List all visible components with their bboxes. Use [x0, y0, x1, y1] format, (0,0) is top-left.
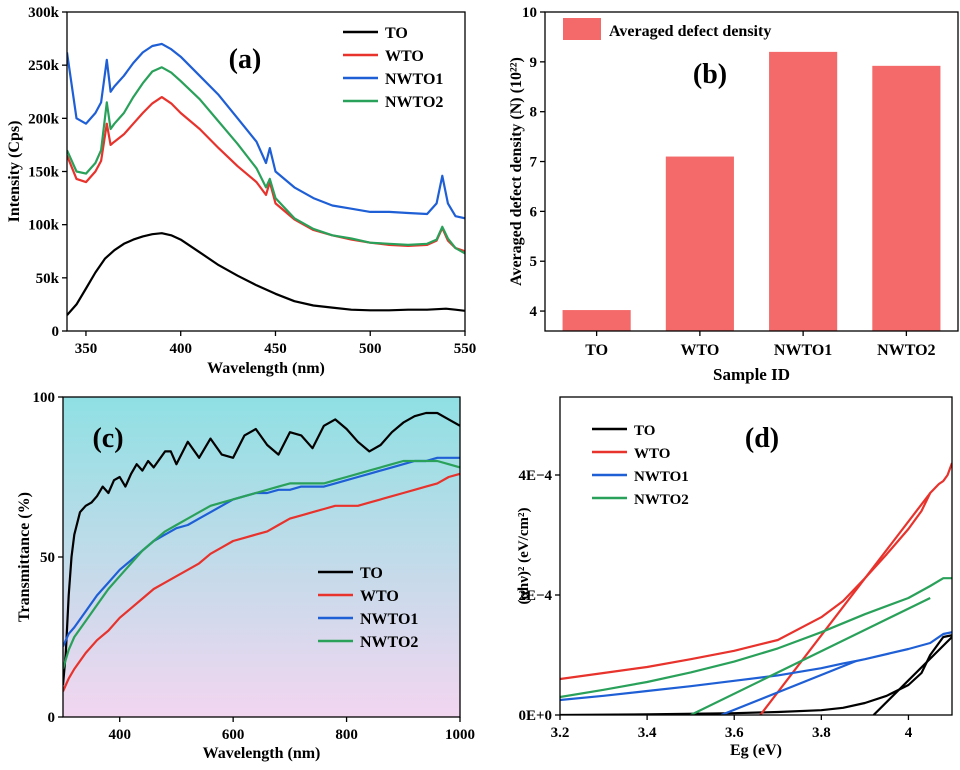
series-line-nwto1 — [560, 631, 952, 702]
fit-line-nwto2 — [690, 597, 931, 715]
legend-label-nwto2: NWTO2 — [634, 492, 689, 508]
x-tick-label: NWTO1 — [774, 342, 832, 359]
legend-label-to: TO — [385, 25, 408, 42]
y-tick-label: 200k — [28, 111, 60, 127]
y-tick-label: 0 — [52, 324, 60, 340]
plot-area-a — [67, 42, 465, 316]
bar-nwto1 — [769, 51, 838, 331]
y-tick-label: 250k — [28, 58, 60, 74]
x-tick-label: 3.6 — [725, 725, 744, 741]
legend-label-defect-density: Averaged defect density — [609, 23, 771, 40]
x-axis-label-a: Wavelength (nm) — [207, 360, 325, 377]
bar-to — [562, 310, 631, 331]
bar-wto — [665, 156, 734, 331]
y-tick-label: 0 — [48, 710, 56, 726]
panel-label-d: (d) — [745, 423, 779, 454]
x-tick-label: 4 — [905, 725, 913, 741]
y-tick-label: 7 — [530, 155, 538, 171]
plot-area-d — [560, 462, 952, 715]
y-tick-label: 50 — [40, 550, 55, 566]
panel-label-b: (b) — [693, 59, 727, 90]
y-tick-label: 4E−4 — [518, 468, 552, 484]
plot-area-c — [63, 411, 460, 692]
y-tick-label: 5 — [530, 254, 538, 270]
panel-label-a: (a) — [229, 44, 262, 75]
legend-label-nwto2: NWTO2 — [385, 94, 443, 111]
y-tick-label: 50k — [36, 271, 60, 287]
y-tick-label: 9 — [530, 55, 538, 71]
x-tick-label: 400 — [169, 341, 192, 357]
x-axis-label-d: Eg (eV) — [730, 742, 782, 759]
series-line-wto — [560, 462, 952, 681]
y-tick-label: 10 — [522, 5, 537, 21]
x-tick-label: 800 — [335, 727, 358, 743]
bar-nwto2 — [872, 65, 941, 332]
y-tick-label: 8 — [530, 105, 538, 121]
series-line-nwto2 — [560, 577, 952, 699]
y-axis-label-a: Intensity (Cps) — [6, 121, 23, 223]
y-tick-label: 6 — [530, 204, 538, 220]
legend-label-nwto1: NWTO1 — [385, 71, 443, 88]
x-tick-label: 600 — [222, 727, 245, 743]
series-line-nwto2 — [63, 459, 460, 670]
axes-frame-d — [559, 396, 953, 716]
x-tick-label: 3.2 — [551, 725, 570, 741]
x-axis-label-b: Sample ID — [713, 365, 790, 384]
series-line-to — [560, 634, 952, 715]
x-tick-label: 350 — [75, 341, 98, 357]
x-tick-label: 3.8 — [812, 725, 831, 741]
legend-swatch-defect-density — [563, 18, 601, 40]
plot-background-c — [63, 397, 460, 717]
legend-label-to: TO — [634, 423, 655, 439]
y-tick-label: 100k — [28, 218, 60, 234]
series-line-to — [63, 411, 460, 686]
fit-line-to — [872, 636, 952, 715]
legend-label-wto: WTO — [634, 446, 670, 462]
fit-line-wto — [759, 492, 932, 715]
x-tick-label: 500 — [359, 341, 382, 357]
x-tick-label: 3.4 — [638, 725, 657, 741]
x-axis-label-c: Wavelength (nm) — [203, 745, 321, 762]
legend-label-wto: WTO — [360, 588, 399, 605]
x-tick-label: TO — [585, 342, 608, 359]
x-tick-label: NWTO2 — [877, 342, 935, 359]
x-tick-label: WTO — [680, 342, 719, 359]
y-tick-label: 2E−4 — [518, 588, 552, 604]
legend-label-to: TO — [360, 565, 383, 582]
x-tick-label: 550 — [454, 341, 477, 357]
legend-label-nwto1: NWTO1 — [360, 611, 418, 628]
x-tick-label: 1000 — [445, 727, 475, 743]
y-axis-label-b: Averaged defect density (N) (10²²) — [508, 57, 525, 286]
legend-label-nwto1: NWTO1 — [634, 469, 689, 485]
y-tick-label: 300k — [28, 5, 60, 21]
series-line-nwto1 — [67, 42, 465, 220]
y-tick-label: 150k — [28, 165, 60, 181]
legend-label-nwto2: NWTO2 — [360, 634, 418, 651]
panel-label-c: (c) — [92, 423, 123, 454]
y-axis-label-d: (αhν)² (eV/cm²) — [516, 508, 532, 605]
axes-frame-b — [544, 11, 959, 332]
series-line-wto — [67, 95, 465, 253]
x-tick-label: 400 — [108, 727, 131, 743]
y-axis-label-c: Transmittance (%) — [16, 492, 33, 622]
y-tick-label: 0E+0 — [518, 708, 552, 724]
y-tick-label: 4 — [530, 304, 538, 320]
x-tick-label: 450 — [264, 341, 287, 357]
fit-line-nwto1 — [720, 659, 857, 715]
series-line-nwto2 — [67, 66, 465, 255]
series-line-wto — [63, 472, 460, 692]
legend-label-wto: WTO — [385, 48, 424, 65]
y-tick-label: 100 — [33, 390, 56, 406]
series-line-to — [67, 232, 465, 316]
